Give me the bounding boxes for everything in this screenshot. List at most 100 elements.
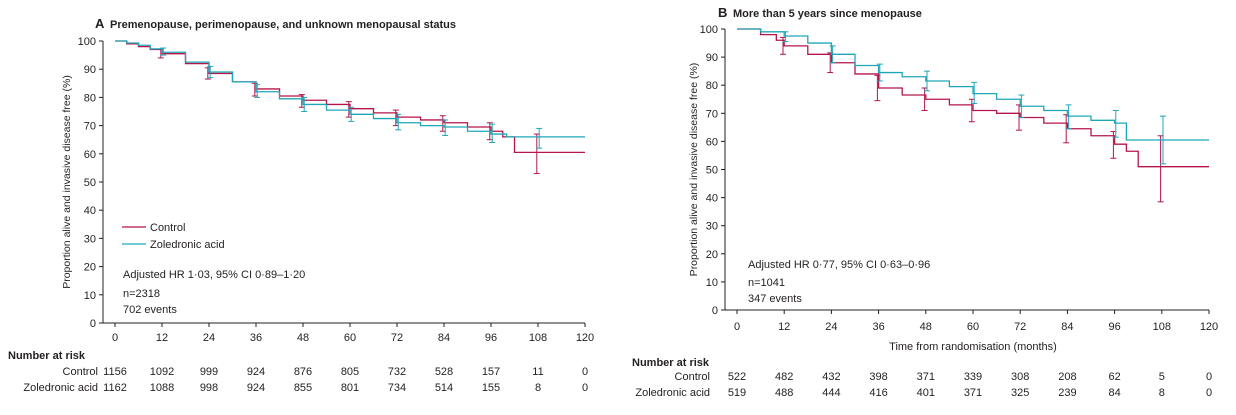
y-tick-label: 20 bbox=[706, 249, 718, 261]
y-tick-label: 80 bbox=[706, 80, 718, 92]
y-tick-label: 80 bbox=[84, 92, 96, 104]
panel-title: Premenopause, perimenopause, and unknown… bbox=[110, 19, 456, 31]
risk-table-heading: Number at risk bbox=[632, 357, 710, 369]
risk-count: 514 bbox=[435, 382, 453, 394]
risk-count: 208 bbox=[1058, 371, 1076, 383]
x-tick-label: 48 bbox=[920, 321, 932, 333]
x-tick-label: 120 bbox=[576, 332, 594, 344]
risk-count: 482 bbox=[775, 371, 793, 383]
x-tick-label: 60 bbox=[967, 321, 979, 333]
ci-bar bbox=[876, 63, 883, 82]
y-tick-label: 90 bbox=[84, 64, 96, 76]
risk-count: 999 bbox=[200, 366, 218, 378]
risk-count: 0 bbox=[582, 366, 588, 378]
ci-bar bbox=[924, 70, 930, 92]
ci-bar bbox=[348, 106, 355, 122]
annotation: 347 events bbox=[748, 293, 802, 305]
risk-count: 155 bbox=[482, 382, 500, 394]
risk-count: 0 bbox=[1206, 371, 1212, 383]
risk-count: 371 bbox=[917, 371, 935, 383]
risk-count: 528 bbox=[435, 366, 453, 378]
risk-row-label: Zoledronic acid bbox=[23, 382, 98, 394]
x-tick-label: 24 bbox=[203, 332, 215, 344]
risk-count: 157 bbox=[482, 366, 500, 378]
risk-count: 8 bbox=[535, 382, 541, 394]
x-tick-label: 108 bbox=[1153, 321, 1171, 333]
panel-letter: B bbox=[718, 5, 727, 20]
risk-count: 325 bbox=[1011, 387, 1029, 399]
ci-bar bbox=[489, 123, 496, 144]
y-tick-label: 40 bbox=[706, 193, 718, 205]
risk-count: 1092 bbox=[150, 366, 174, 378]
y-tick-label: 70 bbox=[84, 121, 96, 133]
ci-bar bbox=[782, 31, 789, 43]
km-curve-zoledronic-acid bbox=[115, 40, 585, 138]
risk-count: 0 bbox=[582, 382, 588, 394]
annotation: Adjusted HR 1·03, 95% CI 0·89–1·20 bbox=[123, 269, 305, 281]
x-tick-label: 60 bbox=[344, 332, 356, 344]
ci-bar bbox=[254, 84, 261, 98]
y-axis-label: Proportion alive and invasive disease fr… bbox=[688, 63, 700, 277]
panel-letter: A bbox=[95, 16, 105, 31]
y-tick-label: 10 bbox=[84, 290, 96, 302]
km-curve-control bbox=[737, 28, 1209, 168]
y-tick-label: 90 bbox=[706, 52, 718, 64]
risk-count: 11 bbox=[532, 366, 543, 378]
x-axis-label: Time from randomisation (months) bbox=[889, 341, 1057, 353]
km-curve-zoledronic-acid bbox=[737, 28, 1209, 141]
x-tick-label: 12 bbox=[156, 332, 168, 344]
y-tick-label: 0 bbox=[712, 305, 718, 317]
y-tick-label: 0 bbox=[90, 318, 96, 330]
x-tick-label: 96 bbox=[485, 332, 497, 344]
risk-count: 801 bbox=[341, 382, 359, 394]
risk-count: 522 bbox=[728, 371, 746, 383]
risk-row-label: Control bbox=[63, 366, 98, 378]
annotation: n=2318 bbox=[123, 288, 160, 300]
ci-bar bbox=[395, 113, 402, 131]
risk-table-heading: Number at risk bbox=[8, 350, 86, 362]
risk-count: 444 bbox=[822, 387, 840, 399]
x-tick-label: 12 bbox=[778, 321, 790, 333]
risk-count: 308 bbox=[1011, 371, 1029, 383]
y-tick-label: 70 bbox=[706, 108, 718, 120]
x-tick-label: 120 bbox=[1200, 321, 1218, 333]
annotation: 702 events bbox=[123, 304, 177, 316]
ci-bar bbox=[536, 127, 543, 149]
x-tick-label: 108 bbox=[529, 332, 547, 344]
risk-count: 1088 bbox=[150, 382, 174, 394]
ci-bar bbox=[829, 45, 836, 64]
x-tick-label: 24 bbox=[825, 321, 837, 333]
panel-b: B More than 5 years since menopause 0 10 20 3… bbox=[632, 5, 1218, 399]
x-tick-label: 0 bbox=[734, 321, 740, 333]
risk-count: 924 bbox=[247, 382, 265, 394]
risk-count: 398 bbox=[869, 371, 887, 383]
risk-row-label: Control bbox=[675, 371, 710, 383]
y-tick-label: 10 bbox=[706, 277, 718, 289]
risk-count: 0 bbox=[1206, 387, 1212, 399]
x-tick-label: 72 bbox=[391, 332, 403, 344]
risk-count: 734 bbox=[388, 382, 406, 394]
y-axis-label: Proportion alive and invasive disease fr… bbox=[61, 75, 73, 289]
y-tick-label: 60 bbox=[84, 149, 96, 161]
x-tick-label: 72 bbox=[1014, 321, 1026, 333]
panel-title: More than 5 years since menopause bbox=[733, 8, 922, 20]
ci-bar bbox=[1112, 109, 1119, 138]
x-tick-label: 36 bbox=[250, 332, 262, 344]
risk-count: 416 bbox=[869, 387, 887, 399]
risk-count: 84 bbox=[1108, 387, 1120, 399]
risk-count: 62 bbox=[1108, 371, 1120, 383]
ci-bar bbox=[1065, 104, 1072, 130]
y-tick-label: 20 bbox=[84, 262, 96, 274]
risk-count: 239 bbox=[1058, 387, 1076, 399]
risk-count: 432 bbox=[822, 371, 840, 383]
legend-label: Control bbox=[150, 222, 185, 234]
risk-count: 8 bbox=[1159, 387, 1165, 399]
ci-bar bbox=[160, 47, 167, 56]
ci-bar bbox=[1018, 94, 1025, 119]
ci-bar bbox=[301, 96, 308, 112]
risk-count: 732 bbox=[388, 366, 406, 378]
y-tick-label: 40 bbox=[84, 205, 96, 217]
y-tick-label: 30 bbox=[706, 221, 718, 233]
